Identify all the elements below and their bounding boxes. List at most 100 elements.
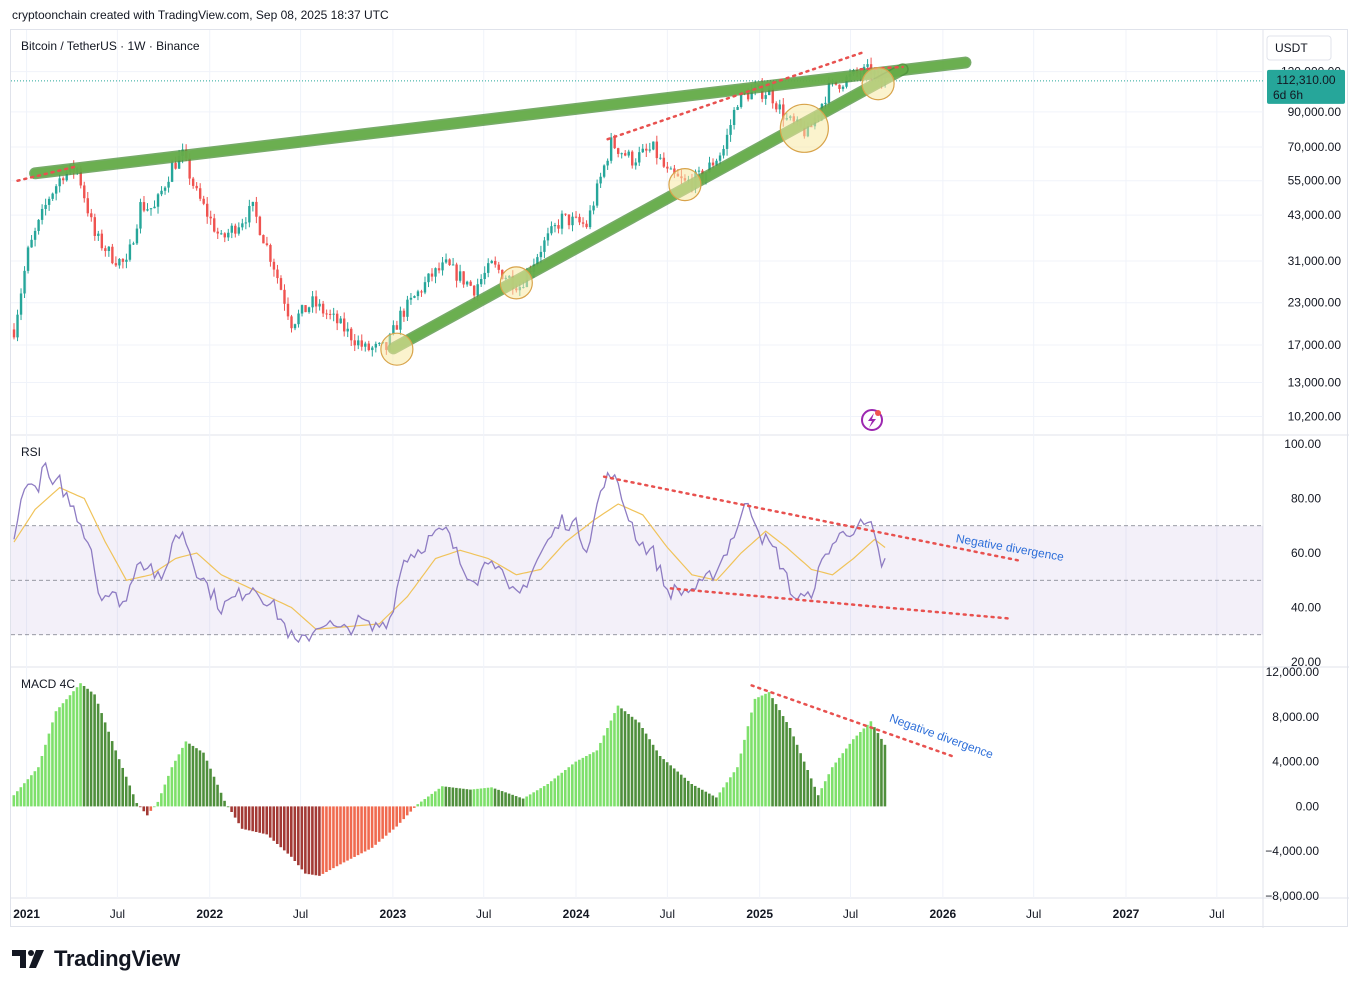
macd-histogram-bar[interactable]	[521, 798, 525, 807]
macd-histogram-bar[interactable]	[841, 753, 845, 807]
macd-histogram-bar[interactable]	[732, 772, 736, 807]
macd-histogram-bar[interactable]	[258, 806, 261, 833]
macd-histogram-bar[interactable]	[722, 787, 725, 807]
candle[interactable]	[198, 183, 202, 202]
candle[interactable]	[669, 166, 673, 170]
macd-histogram-bar[interactable]	[813, 786, 816, 807]
macd-histogram-bar[interactable]	[26, 779, 30, 807]
macd-histogram-bar[interactable]	[12, 795, 16, 807]
candle[interactable]	[655, 135, 659, 165]
macd-histogram-bar[interactable]	[160, 793, 163, 807]
candle[interactable]	[588, 205, 592, 230]
macd-histogram-bar[interactable]	[704, 791, 708, 807]
candle[interactable]	[107, 245, 111, 257]
macd-histogram-bar[interactable]	[644, 733, 648, 807]
macd-histogram-bar[interactable]	[367, 806, 370, 850]
candle[interactable]	[722, 145, 725, 159]
macd-histogram-bar[interactable]	[845, 748, 848, 807]
macd-histogram-bar[interactable]	[490, 787, 493, 807]
candle[interactable]	[40, 204, 44, 225]
candle[interactable]	[437, 262, 441, 274]
macd-histogram-bar[interactable]	[764, 693, 767, 807]
macd-histogram-bar[interactable]	[96, 703, 100, 807]
macd-histogram-bar[interactable]	[307, 806, 311, 875]
macd-histogram-bar[interactable]	[676, 771, 679, 807]
macd-histogram-bar[interactable]	[58, 707, 61, 807]
macd-histogram-bar[interactable]	[658, 756, 662, 807]
macd-histogram-bar[interactable]	[479, 788, 483, 807]
candle[interactable]	[546, 227, 550, 246]
macd-histogram-bar[interactable]	[455, 787, 458, 807]
macd-histogram-bar[interactable]	[753, 698, 757, 807]
lightning-icon[interactable]	[861, 409, 883, 431]
macd-histogram-bar[interactable]	[567, 767, 571, 807]
candle[interactable]	[620, 152, 623, 159]
macd-histogram-bar[interactable]	[532, 792, 535, 807]
candle[interactable]	[213, 213, 216, 233]
candle[interactable]	[838, 84, 841, 93]
macd-histogram-bar[interactable]	[497, 789, 500, 807]
candle[interactable]	[462, 271, 465, 288]
candle[interactable]	[420, 289, 423, 297]
macd-histogram-bar[interactable]	[788, 728, 792, 807]
candle[interactable]	[328, 309, 332, 320]
macd-histogram-bar[interactable]	[30, 775, 33, 807]
macd-histogram-bar[interactable]	[202, 752, 205, 807]
macd-histogram-bar[interactable]	[138, 806, 142, 808]
candle[interactable]	[142, 196, 146, 213]
candle[interactable]	[86, 192, 89, 217]
symbol-title[interactable]: Bitcoin / TetherUS · 1W · Binance	[21, 39, 200, 53]
macd-histogram-bar[interactable]	[233, 806, 237, 818]
macd-histogram-bar[interactable]	[44, 744, 47, 807]
macd-histogram-bar[interactable]	[86, 688, 89, 807]
macd-histogram-bar[interactable]	[500, 791, 504, 807]
macd-histogram-bar[interactable]	[820, 788, 824, 807]
rsi-label[interactable]: RSI	[21, 445, 41, 459]
candle[interactable]	[451, 257, 455, 266]
candle[interactable]	[170, 159, 174, 183]
candle[interactable]	[662, 152, 666, 168]
macd-histogram-bar[interactable]	[560, 772, 564, 807]
candle[interactable]	[571, 212, 574, 232]
candle[interactable]	[469, 280, 472, 287]
candle[interactable]	[311, 291, 314, 313]
macd-histogram-bar[interactable]	[823, 781, 827, 807]
macd-histogram-bar[interactable]	[82, 686, 86, 807]
candle[interactable]	[585, 220, 588, 229]
macd-histogram-bar[interactable]	[300, 806, 304, 870]
macd-histogram-bar[interactable]	[219, 792, 223, 807]
candle[interactable]	[202, 195, 205, 206]
macd-histogram-bar[interactable]	[54, 711, 58, 807]
candle[interactable]	[104, 245, 107, 257]
macd-histogram-bar[interactable]	[416, 804, 420, 807]
macd-histogram-bar[interactable]	[405, 806, 409, 816]
candle[interactable]	[156, 192, 160, 214]
macd-histogram-bar[interactable]	[514, 796, 518, 807]
candle[interactable]	[413, 295, 416, 299]
candle[interactable]	[195, 182, 198, 191]
macd-histogram-bar[interactable]	[599, 742, 602, 807]
macd-histogram-bar[interactable]	[574, 761, 578, 807]
candle[interactable]	[764, 91, 767, 105]
candle[interactable]	[729, 119, 732, 142]
candle[interactable]	[125, 253, 128, 269]
candle[interactable]	[346, 322, 349, 338]
candle[interactable]	[725, 128, 729, 156]
macd-histogram-bar[interactable]	[261, 806, 265, 834]
macd-histogram-bar[interactable]	[518, 797, 521, 807]
price-trend-line[interactable]	[606, 50, 866, 141]
candle[interactable]	[399, 306, 402, 336]
candle[interactable]	[350, 327, 353, 347]
macd-histogram-bar[interactable]	[785, 722, 788, 807]
macd-histogram-bar[interactable]	[507, 793, 511, 807]
macd-histogram-bar[interactable]	[177, 754, 181, 807]
support-touch-circle[interactable]	[779, 103, 829, 153]
macd-histogram-bar[interactable]	[304, 806, 307, 874]
macd-histogram-bar[interactable]	[830, 767, 834, 807]
candle[interactable]	[160, 186, 163, 197]
candle[interactable]	[634, 158, 637, 170]
candle[interactable]	[627, 149, 630, 158]
candle[interactable]	[624, 150, 627, 157]
candle[interactable]	[841, 85, 845, 92]
